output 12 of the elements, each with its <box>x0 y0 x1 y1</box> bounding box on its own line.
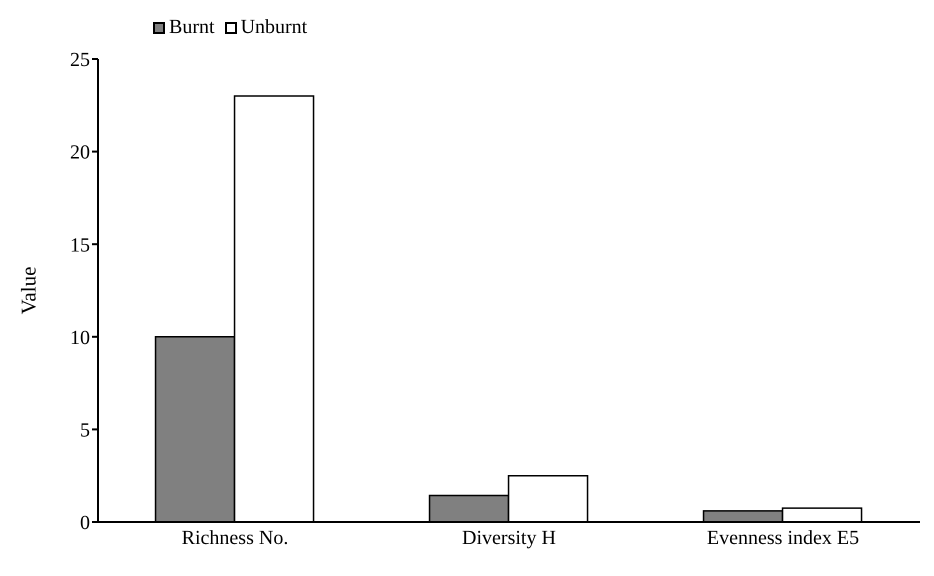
y-tick-label: 25 <box>70 49 90 72</box>
x-tick-label: Diversity H <box>462 527 556 550</box>
y-tick-label: 0 <box>80 512 90 534</box>
y-tick-label: 10 <box>70 326 90 349</box>
y-tick-label: 15 <box>70 234 90 256</box>
x-tick-label: Richness No. <box>182 527 288 550</box>
legend-label: Unburnt <box>240 16 308 39</box>
y-tick-label: 20 <box>70 142 90 164</box>
x-tick-label: Evenness index E5 <box>706 527 860 550</box>
legend-label: Burnt <box>169 16 215 39</box>
y-tick-label: 5 <box>80 420 90 442</box>
y-axis-title: Value <box>16 266 40 314</box>
